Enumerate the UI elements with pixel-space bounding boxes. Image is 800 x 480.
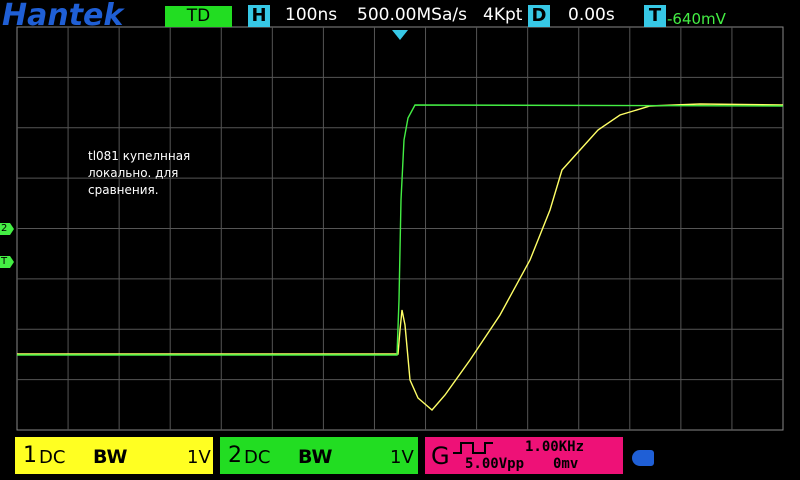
ch2-marker (0, 223, 14, 235)
note-line: tl081 купелнная (88, 149, 191, 163)
generator-offset: 0mv (553, 456, 579, 472)
trigger-key: T (644, 5, 666, 27)
ch1-coupling: DC (39, 447, 66, 468)
ch1-trace (17, 103, 784, 411)
generator-box[interactable]: G 1.00KHz 5.00Vpp 0mv (425, 437, 623, 474)
generator-amplitude: 5.00Vpp (465, 456, 525, 472)
note-line: локально. для (88, 166, 179, 180)
ch2-trace (17, 104, 784, 356)
ch2-bw: BW (298, 446, 333, 468)
ch2-number: 2 (228, 443, 242, 468)
note: tl081 купелнная локально. для сравнения. (88, 148, 190, 199)
status-icon (632, 450, 654, 466)
ch2-coupling: DC (244, 447, 271, 468)
brand: Hantek (2, 0, 124, 33)
delay-key: D (528, 5, 550, 27)
ch2-box[interactable]: 2 DC BW 1V (220, 437, 418, 474)
trigger-level: -640mV (667, 10, 726, 28)
sample-rate: 500.00MSa/s (357, 5, 467, 25)
generator-key: G (431, 442, 450, 470)
note-line: сравнения. (88, 183, 159, 197)
trigger-position (392, 30, 408, 40)
generator-frequency: 1.00KHz (525, 439, 585, 455)
trigger-marker (0, 256, 14, 268)
mode: TD (165, 6, 232, 27)
trigger-marker-label: T (1, 256, 8, 267)
ch2-scale: 1V (390, 447, 414, 468)
ch2-marker-label: 2 (1, 223, 8, 234)
delay: 0.00s (568, 5, 615, 25)
memory: 4Kpt (483, 5, 523, 25)
timebase: 100ns (285, 5, 338, 25)
timebase-key: H (248, 5, 270, 27)
ch1-box[interactable]: 1 DC BW 1V (15, 437, 213, 474)
square-wave-icon (453, 442, 493, 454)
ch1-bw: BW (93, 446, 128, 468)
grid (16, 26, 784, 431)
ch1-scale: 1V (187, 447, 211, 468)
ch1-number: 1 (23, 443, 37, 468)
